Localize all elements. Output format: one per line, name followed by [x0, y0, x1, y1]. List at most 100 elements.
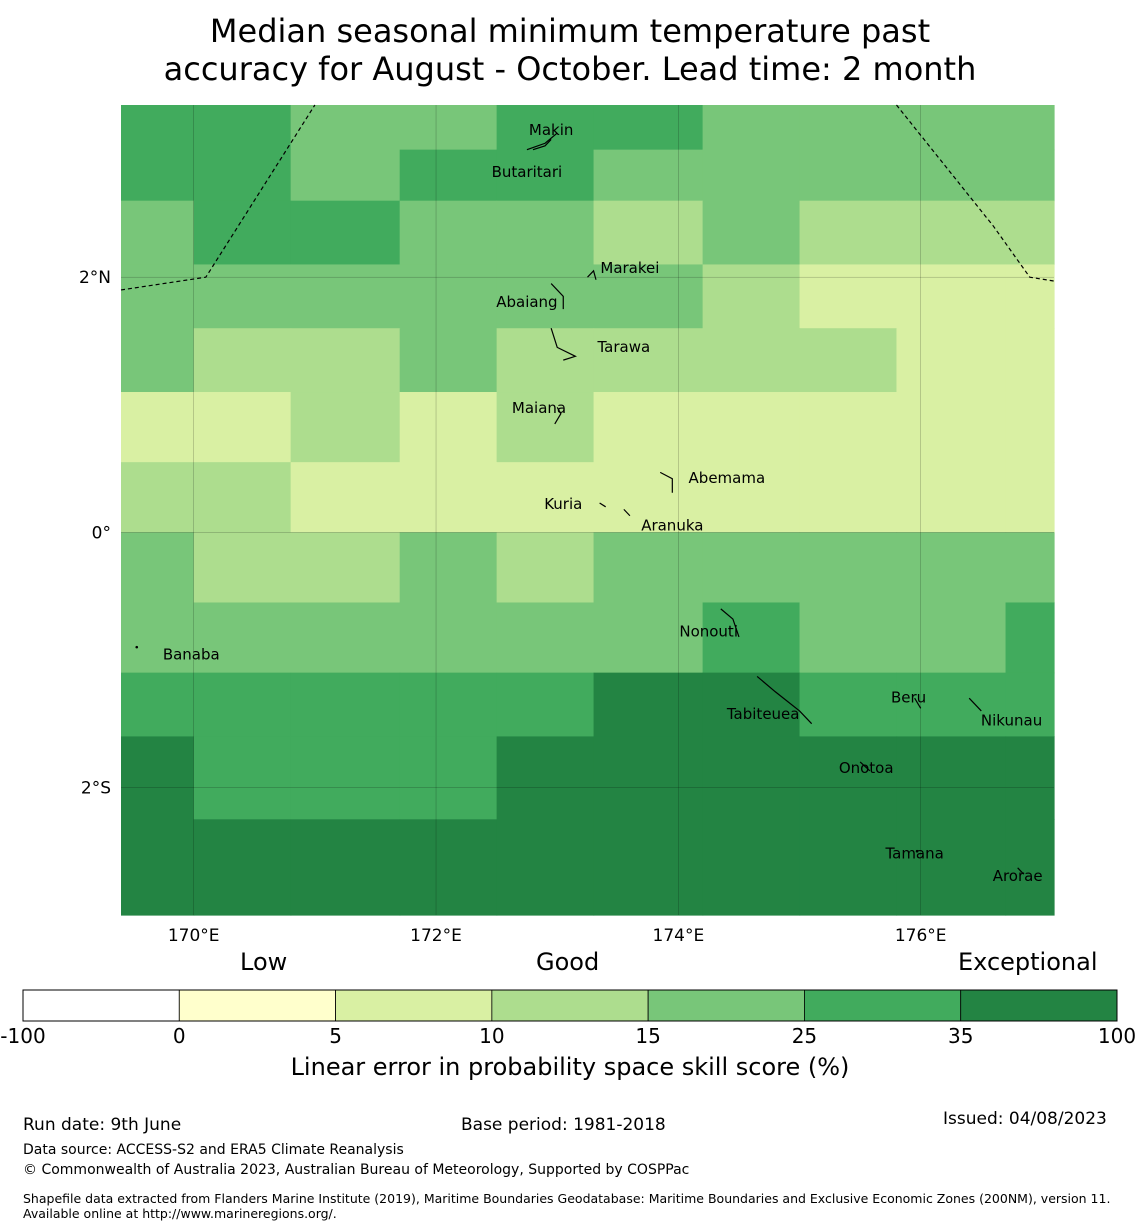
grid-cell	[496, 819, 595, 916]
grid-cell	[399, 264, 498, 329]
grid-cell	[121, 392, 195, 463]
grid-cell	[290, 200, 401, 266]
island-label-nonouti: Nonouti	[679, 622, 738, 640]
grid-cell	[121, 602, 195, 674]
colorbar-bin	[804, 989, 962, 1022]
grid-cell	[799, 328, 898, 393]
grid-cell	[121, 532, 195, 604]
grid-cell	[593, 200, 704, 266]
grid-cell	[193, 105, 292, 151]
island-label-abaiang: Abaiang	[496, 293, 557, 311]
grid-cell	[290, 736, 401, 820]
grid-cell	[799, 105, 898, 151]
island-outline-tamana	[915, 849, 919, 853]
colorbar-tick-label: 35	[947, 1024, 974, 1048]
grid-cell	[799, 532, 898, 604]
island-label-marakei: Marakei	[600, 259, 659, 277]
grid-cell	[193, 264, 292, 329]
grid-cell	[496, 328, 595, 393]
island-outline-nikunau	[968, 697, 982, 712]
grid-cell	[496, 602, 595, 674]
grid-cell	[193, 328, 292, 393]
island-outline-kuria	[599, 502, 606, 508]
grid-cell	[896, 819, 1007, 916]
grid-cell	[121, 736, 195, 820]
grid-cell	[593, 328, 704, 393]
grid-cell	[399, 200, 498, 266]
grid-cell	[1005, 392, 1055, 463]
grid-cell	[496, 149, 595, 202]
grid-cell	[702, 149, 801, 202]
island-outline-aranuka	[623, 508, 631, 517]
grid-cell	[121, 328, 195, 393]
grid-cell	[593, 105, 704, 151]
grid-cell	[193, 672, 292, 738]
grid-cell	[121, 819, 195, 916]
grid-cell	[496, 462, 595, 533]
colorbar-axis-label: Linear error in probability space skill …	[290, 1053, 850, 1081]
issued-date: Issued: 04/08/2023	[943, 1109, 1107, 1129]
grid-cell	[1005, 200, 1055, 266]
colorbar-tick-label: 15	[635, 1024, 661, 1048]
island-label-arorae: Arorae	[993, 867, 1043, 885]
island-label-tabiteuea: Tabiteuea	[726, 705, 800, 723]
colorbar-tick-label: 0	[172, 1024, 186, 1048]
grid-cell	[1005, 149, 1055, 202]
grid-cell	[399, 532, 498, 604]
grid-cell	[702, 602, 801, 674]
grid-cell	[799, 200, 898, 266]
grid-cell	[702, 672, 801, 738]
grid-cell	[702, 264, 801, 329]
grid-cell	[399, 672, 498, 738]
grid-cell	[593, 532, 704, 604]
grid-cell	[1005, 532, 1055, 604]
grid-cell	[1005, 819, 1055, 916]
grid-cell	[702, 328, 801, 393]
grid-cell	[399, 819, 498, 916]
grid-cell	[702, 392, 801, 463]
colorbar-tick-label: 5	[329, 1024, 342, 1048]
grid-cell	[702, 200, 801, 266]
grid-cell	[593, 736, 704, 820]
eez-boundary-eez-east	[896, 104, 1055, 282]
grid-cell	[593, 462, 704, 533]
island-label-butaritari: Butaritari	[492, 163, 563, 181]
copyright-notice: © Commonwealth of Australia 2023, Austra…	[23, 1162, 690, 1178]
grid-cell	[290, 105, 401, 151]
grid-cell	[290, 672, 401, 738]
grid-cell	[121, 200, 195, 266]
grid-cell	[896, 149, 1007, 202]
grid-cell	[399, 736, 498, 820]
grid-cell	[593, 264, 704, 329]
latitude-tick-label: 0°	[92, 523, 111, 543]
grid-cell	[896, 392, 1007, 463]
grid-cell	[896, 672, 1007, 738]
grid-cell	[193, 819, 292, 916]
colorbar-bin	[491, 989, 649, 1022]
latitude-tick-label: 2°S	[81, 778, 111, 798]
colorbar-bin	[22, 989, 180, 1022]
chart-title-line-1: Median seasonal minimum temperature past	[209, 12, 931, 50]
island-label-aranuka: Aranuka	[641, 516, 703, 534]
grid-cell	[896, 264, 1007, 329]
grid-cell	[799, 149, 898, 202]
colorbar-tick-label: -100	[0, 1024, 46, 1048]
grid-cell	[193, 602, 292, 674]
grid-cell	[799, 819, 898, 916]
island-label-makin: Makin	[529, 121, 574, 139]
island-label-kuria: Kuria	[544, 495, 582, 513]
grid-cell	[496, 736, 595, 820]
grid-cell	[496, 532, 595, 604]
island-label-maiana: Maiana	[512, 399, 566, 417]
grid-cell	[702, 532, 801, 604]
base-period: Base period: 1981-2018	[461, 1115, 666, 1135]
chart-title-line-2: accuracy for August - October. Lead time…	[163, 50, 977, 88]
island-outline-arorae	[1017, 867, 1025, 875]
island-label-tarawa: Tarawa	[596, 338, 650, 356]
longitude-tick-label: 172°E	[410, 926, 462, 946]
grid-cell	[1005, 672, 1055, 738]
grid-cell	[399, 328, 498, 393]
island-outline-onotoa	[859, 761, 871, 772]
grid-cell	[896, 200, 1007, 266]
